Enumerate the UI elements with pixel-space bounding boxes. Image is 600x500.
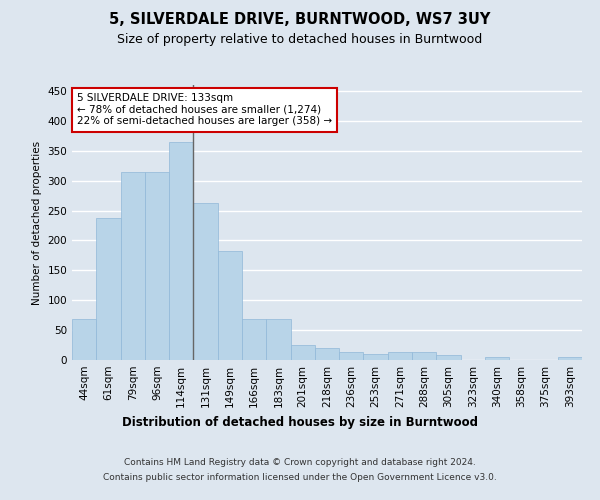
Bar bbox=[412, 352, 436, 360]
Bar bbox=[72, 320, 96, 360]
Bar bbox=[96, 218, 121, 360]
Bar bbox=[364, 354, 388, 360]
Text: Contains public sector information licensed under the Open Government Licence v3: Contains public sector information licen… bbox=[103, 473, 497, 482]
Text: 5, SILVERDALE DRIVE, BURNTWOOD, WS7 3UY: 5, SILVERDALE DRIVE, BURNTWOOD, WS7 3UY bbox=[109, 12, 491, 28]
Text: Contains HM Land Registry data © Crown copyright and database right 2024.: Contains HM Land Registry data © Crown c… bbox=[124, 458, 476, 467]
Text: Distribution of detached houses by size in Burntwood: Distribution of detached houses by size … bbox=[122, 416, 478, 429]
Text: Size of property relative to detached houses in Burntwood: Size of property relative to detached ho… bbox=[118, 32, 482, 46]
Bar bbox=[436, 355, 461, 360]
Bar bbox=[218, 250, 242, 360]
Bar bbox=[290, 345, 315, 360]
Bar bbox=[193, 204, 218, 360]
Bar bbox=[169, 142, 193, 360]
Bar bbox=[145, 172, 169, 360]
Bar bbox=[339, 352, 364, 360]
Bar bbox=[388, 352, 412, 360]
Bar bbox=[121, 172, 145, 360]
Y-axis label: Number of detached properties: Number of detached properties bbox=[32, 140, 42, 304]
Bar bbox=[315, 348, 339, 360]
Text: 5 SILVERDALE DRIVE: 133sqm
← 78% of detached houses are smaller (1,274)
22% of s: 5 SILVERDALE DRIVE: 133sqm ← 78% of deta… bbox=[77, 93, 332, 126]
Bar bbox=[485, 357, 509, 360]
Bar bbox=[558, 357, 582, 360]
Bar bbox=[242, 320, 266, 360]
Bar bbox=[266, 320, 290, 360]
